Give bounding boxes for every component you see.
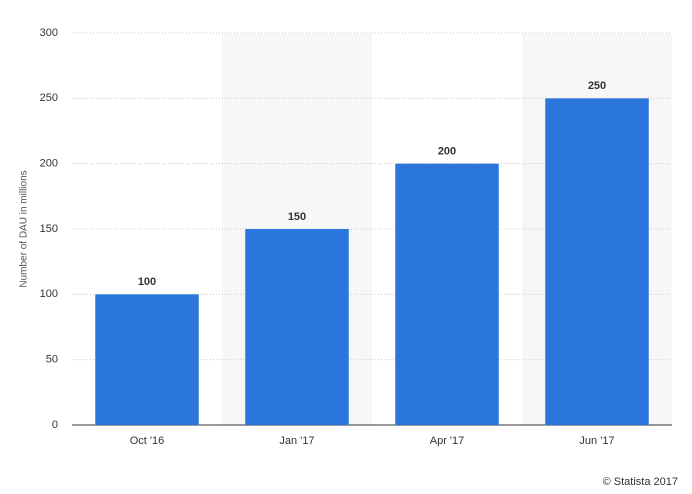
bar — [95, 294, 199, 425]
x-tick-label: Oct '16 — [130, 435, 165, 447]
y-tick-label: 0 — [52, 419, 58, 431]
credit: © Statista 2017 — [603, 476, 678, 488]
x-tick-label: Jun '17 — [579, 435, 614, 447]
bar — [395, 163, 499, 425]
y-axis-label: Number of DAU in millions — [19, 170, 30, 287]
y-tick-label: 100 — [40, 288, 58, 300]
value-label: 200 — [438, 146, 456, 158]
bar — [545, 98, 649, 425]
y-tick-label: 150 — [40, 223, 58, 235]
value-label: 100 — [138, 276, 156, 288]
y-tick-label: 50 — [46, 354, 58, 366]
y-tick-label: 300 — [40, 27, 58, 39]
value-label: 150 — [288, 211, 306, 223]
y-tick-label: 200 — [40, 158, 58, 170]
x-tick-label: Apr '17 — [430, 435, 465, 447]
x-tick-label: Jan '17 — [279, 435, 314, 447]
bar — [245, 229, 349, 425]
y-tick-label: 250 — [40, 92, 58, 104]
value-label: 250 — [588, 80, 606, 92]
